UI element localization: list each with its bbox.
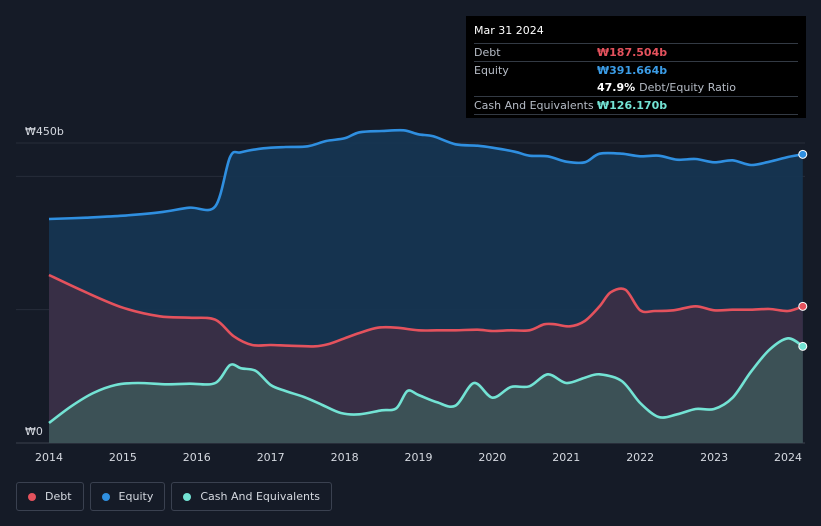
data-tooltip: Mar 31 2024 Debt ₩187.504b Equity ₩391.6…	[466, 16, 806, 118]
tooltip-equity-label: Equity	[474, 64, 509, 77]
x-tick-label: 2021	[552, 451, 580, 464]
chart-lines	[48, 128, 804, 425]
line-debt	[48, 273, 804, 348]
tooltip-row-debt: Debt ₩187.504b	[474, 43, 798, 61]
area-cash-and-equivalents	[49, 338, 803, 443]
line-equity	[48, 128, 804, 221]
tooltip-debt-value: ₩187.504b	[597, 46, 668, 59]
legend-item-debt[interactable]: Debt	[16, 482, 84, 511]
tooltip-cash-value: ₩126.170b	[597, 99, 668, 112]
x-tick-label: 2024	[774, 451, 802, 464]
x-tick-label: 2019	[405, 451, 433, 464]
x-tick-label: 2015	[109, 451, 137, 464]
legend-dot-equity-icon	[101, 492, 110, 501]
tooltip-ratio-label: Debt/Equity Ratio	[639, 81, 736, 94]
legend-label-debt: Debt	[45, 490, 72, 503]
tooltip-debt-label: Debt	[474, 46, 501, 59]
tooltip-date: Mar 31 2024	[474, 24, 544, 37]
legend-item-cash[interactable]: Cash And Equivalents	[171, 482, 332, 511]
tooltip-ratio-value: 47.9%	[597, 81, 636, 94]
chart-legend: Debt Equity Cash And Equivalents	[16, 482, 332, 511]
legend-dot-cash-icon	[183, 492, 192, 501]
end-point-debt	[798, 301, 808, 311]
x-tick-label: 2020	[478, 451, 506, 464]
legend-item-equity[interactable]: Equity	[89, 482, 166, 511]
chart-areas	[49, 130, 803, 443]
chart-end-markers	[798, 149, 808, 351]
legend-label-cash: Cash And Equivalents	[200, 490, 320, 503]
x-tick-label: 2016	[183, 451, 211, 464]
chart-axis-labels: 2014 2015 2016 2017 2018 2019 2020 2021 2022 2023…	[25, 125, 802, 464]
tooltip-row-ratio: 47.9% Debt/Equity Ratio	[474, 79, 798, 96]
end-point-equity	[798, 149, 808, 159]
x-tick-label: 2017	[257, 451, 285, 464]
legend-dot-debt-icon	[28, 492, 36, 501]
x-tick-label: 2022	[626, 451, 654, 464]
x-tick-label: 2014	[35, 451, 63, 464]
x-tick-label: 2018	[331, 451, 359, 464]
y-tick-label: ₩0	[25, 425, 43, 438]
tooltip-row-equity: Equity ₩391.664b	[474, 61, 798, 79]
tooltip-equity-value: ₩391.664b	[597, 64, 668, 77]
end-point-cash-and-equivalents	[798, 341, 808, 351]
line-cash-and-equivalents	[48, 337, 804, 425]
legend-label-equity: Equity	[118, 490, 154, 503]
tooltip-cash-label: Cash And Equivalents	[474, 99, 594, 112]
x-tick-label: 2023	[700, 451, 728, 464]
tooltip-row-cash: Cash And Equivalents ₩126.170b	[474, 96, 798, 115]
y-tick-label: ₩450b	[25, 125, 64, 138]
